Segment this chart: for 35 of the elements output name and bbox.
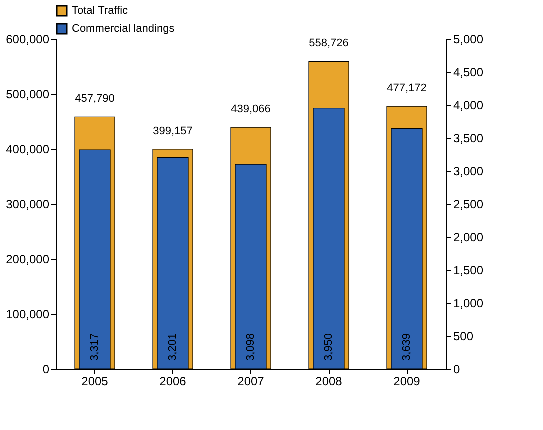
data-label: 399,157 bbox=[153, 125, 193, 138]
x-tick-label: 2009 bbox=[394, 374, 421, 388]
y-tick-label: 300,000 bbox=[6, 198, 50, 212]
x-tick-label: 2008 bbox=[316, 374, 343, 388]
data-label: 3,098 bbox=[245, 333, 257, 361]
data-label: 439,066 bbox=[231, 104, 271, 116]
data-label: 558,726 bbox=[309, 38, 349, 50]
y2-tick-label: 4,000 bbox=[454, 98, 484, 112]
legend-label: Total Traffic bbox=[72, 5, 129, 17]
y2-tick-label: 500 bbox=[454, 330, 474, 344]
y-tick-label: 100,000 bbox=[6, 308, 50, 322]
y2-tick-label: 3,500 bbox=[454, 132, 484, 146]
y2-tick-label: 1,000 bbox=[454, 296, 484, 310]
x-tick-label: 2007 bbox=[238, 374, 265, 388]
y-tick-label: 0 bbox=[42, 362, 50, 376]
y-tick-label: 200,000 bbox=[6, 252, 50, 266]
y2-tick-label: 5,000 bbox=[454, 32, 484, 46]
data-label: 457,790 bbox=[75, 93, 115, 106]
legend-label: Commercial landings bbox=[72, 23, 176, 35]
x-tick-label: 2005 bbox=[82, 374, 109, 388]
y2-tick-label: 0 bbox=[454, 362, 460, 376]
data-label: 3,950 bbox=[323, 333, 335, 361]
y-tick-label: 500,000 bbox=[6, 88, 50, 102]
data-label: 3,201 bbox=[167, 333, 179, 361]
y-tick-label: 600,000 bbox=[6, 32, 50, 46]
y2-tick-label: 4,500 bbox=[454, 66, 484, 80]
data-label: 3,317 bbox=[89, 333, 101, 361]
x-tick-label: 2006 bbox=[160, 374, 187, 388]
y2-tick-label: 1,500 bbox=[454, 264, 484, 278]
y2-tick-label: 2,000 bbox=[454, 230, 484, 244]
data-label: 3,639 bbox=[401, 333, 413, 361]
y2-tick-label: 3,000 bbox=[454, 164, 484, 178]
y-tick-label: 400,000 bbox=[6, 142, 50, 156]
data-label: 477,172 bbox=[387, 82, 427, 95]
y2-tick-label: 2,500 bbox=[454, 198, 484, 212]
